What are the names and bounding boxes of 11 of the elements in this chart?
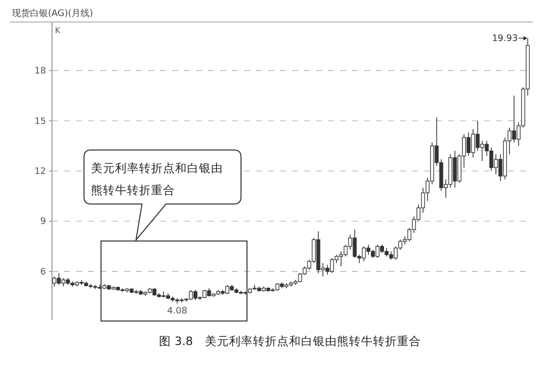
y-tick-label: 12: [34, 167, 46, 177]
annotation: 4.08: [167, 306, 188, 317]
y-tick-label: 9: [40, 217, 46, 228]
annotation: 美元利率转折点和白银由熊转牛转折重合: [91, 161, 223, 197]
annotation: 19.93: [492, 34, 518, 44]
caption: 图 3.8 美元利率转折点和白银由熊转牛转折重合: [159, 334, 421, 348]
y-tick-label: 18: [34, 66, 46, 77]
chart-title: 现货白银(AG)(月线): [12, 8, 94, 19]
y-axis-title: K: [55, 26, 61, 35]
y-tick-label: 6: [40, 267, 46, 278]
y-tick-label: 15: [34, 116, 46, 127]
